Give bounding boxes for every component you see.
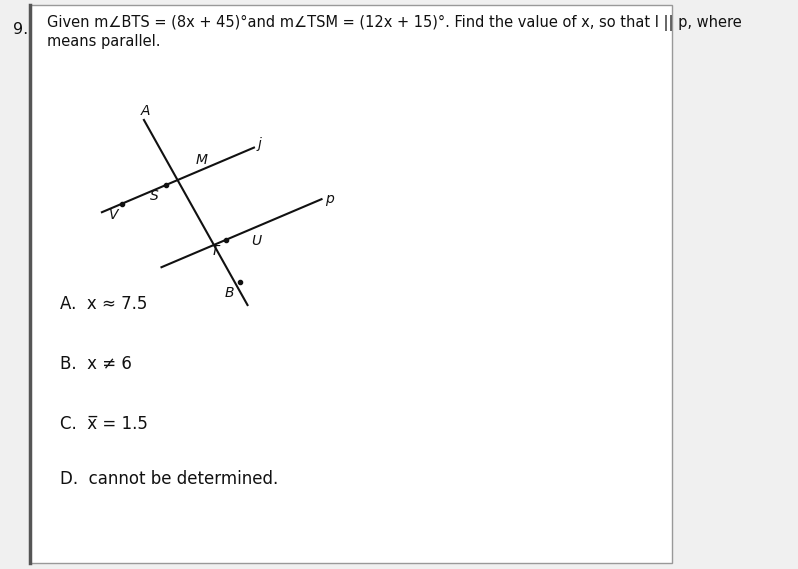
Text: U: U xyxy=(251,234,261,248)
Text: A: A xyxy=(141,104,150,118)
Text: C.  x̅ = 1.5: C. x̅ = 1.5 xyxy=(60,415,148,433)
Text: T: T xyxy=(210,244,219,258)
Text: j: j xyxy=(258,137,261,151)
Text: means parallel.: means parallel. xyxy=(47,34,160,49)
FancyBboxPatch shape xyxy=(30,5,672,563)
Text: S: S xyxy=(150,189,159,203)
Text: B.  x ≠ 6: B. x ≠ 6 xyxy=(60,355,132,373)
Text: M: M xyxy=(196,153,207,167)
Text: V: V xyxy=(109,208,119,222)
Text: Given m∠BTS = (8x + 45)°and m∠TSM = (12x + 15)°. Find the value of x, so that l : Given m∠BTS = (8x + 45)°and m∠TSM = (12x… xyxy=(47,15,741,31)
Text: D.  cannot be determined.: D. cannot be determined. xyxy=(60,470,278,488)
Text: A.  x ≈ 7.5: A. x ≈ 7.5 xyxy=(60,295,147,313)
Text: 9.: 9. xyxy=(13,22,28,37)
Text: p: p xyxy=(325,192,334,206)
Text: B: B xyxy=(225,286,235,300)
